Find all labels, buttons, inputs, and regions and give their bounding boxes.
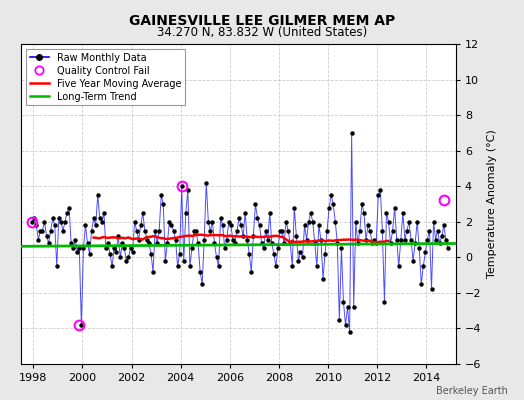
Legend: Raw Monthly Data, Quality Control Fail, Five Year Moving Average, Long-Term Tren: Raw Monthly Data, Quality Control Fail, … [26, 49, 185, 105]
Y-axis label: Temperature Anomaly (°C): Temperature Anomaly (°C) [487, 130, 497, 278]
Text: 34.270 N, 83.832 W (United States): 34.270 N, 83.832 W (United States) [157, 26, 367, 39]
Text: GAINESVILLE LEE GILMER MEM AP: GAINESVILLE LEE GILMER MEM AP [129, 14, 395, 28]
Text: Berkeley Earth: Berkeley Earth [436, 386, 508, 396]
